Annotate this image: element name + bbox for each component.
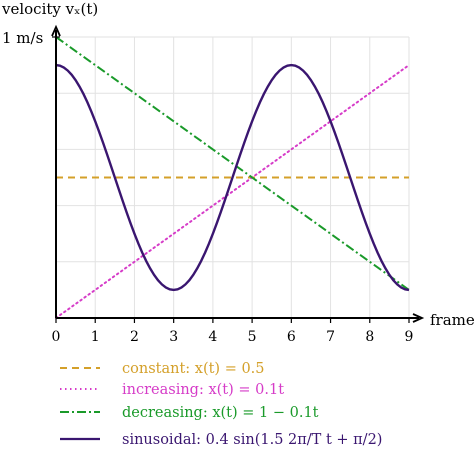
legend-entry-constant: constant: x(t) = 0.5 xyxy=(60,361,265,377)
plot-lines xyxy=(55,36,410,319)
x-tick-label: 0 xyxy=(52,329,61,345)
y-axis-label: velocity vₓ(t) xyxy=(1,0,98,18)
legend: constant: x(t) = 0.5 increasing: x(t) = … xyxy=(60,361,382,448)
series-line-sinusoidal xyxy=(55,63,410,292)
x-tick-label: 7 xyxy=(326,329,335,345)
legend-entry-sinusoidal: sinusoidal: 0.4 sin(1.5 2π/T t + π/2) xyxy=(60,432,382,448)
x-axis-label: frame xyxy=(430,311,474,329)
series-line-decreasing xyxy=(55,36,410,291)
axes xyxy=(51,24,425,323)
x-ticks: 0 1 2 3 4 5 6 7 8 9 xyxy=(52,318,414,345)
y-axis-arrow xyxy=(51,24,61,37)
x-tick-label: 6 xyxy=(287,329,296,345)
x-tick-label: 5 xyxy=(248,329,257,345)
series-line-increasing xyxy=(55,64,410,319)
legend-label-increasing: increasing: x(t) = 0.1t xyxy=(122,382,284,398)
x-axis-arrow xyxy=(412,313,425,323)
x-tick-label: 9 xyxy=(405,329,414,345)
x-tick-label: 1 xyxy=(91,329,100,345)
x-tick-label: 3 xyxy=(169,329,178,345)
x-tick-label: 4 xyxy=(208,329,217,345)
legend-entry-decreasing: decreasing: x(t) = 1 − 0.1t xyxy=(60,405,319,421)
x-tick-label: 8 xyxy=(365,329,374,345)
y-tick-label-max: 1 m/s xyxy=(2,29,43,47)
legend-label-constant: constant: x(t) = 0.5 xyxy=(122,361,265,377)
legend-label-sinusoidal: sinusoidal: 0.4 sin(1.5 2π/T t + π/2) xyxy=(122,432,382,448)
x-tick-label: 2 xyxy=(130,329,139,345)
legend-entry-increasing: increasing: x(t) = 0.1t xyxy=(60,382,284,398)
legend-label-decreasing: decreasing: x(t) = 1 − 0.1t xyxy=(122,405,319,421)
